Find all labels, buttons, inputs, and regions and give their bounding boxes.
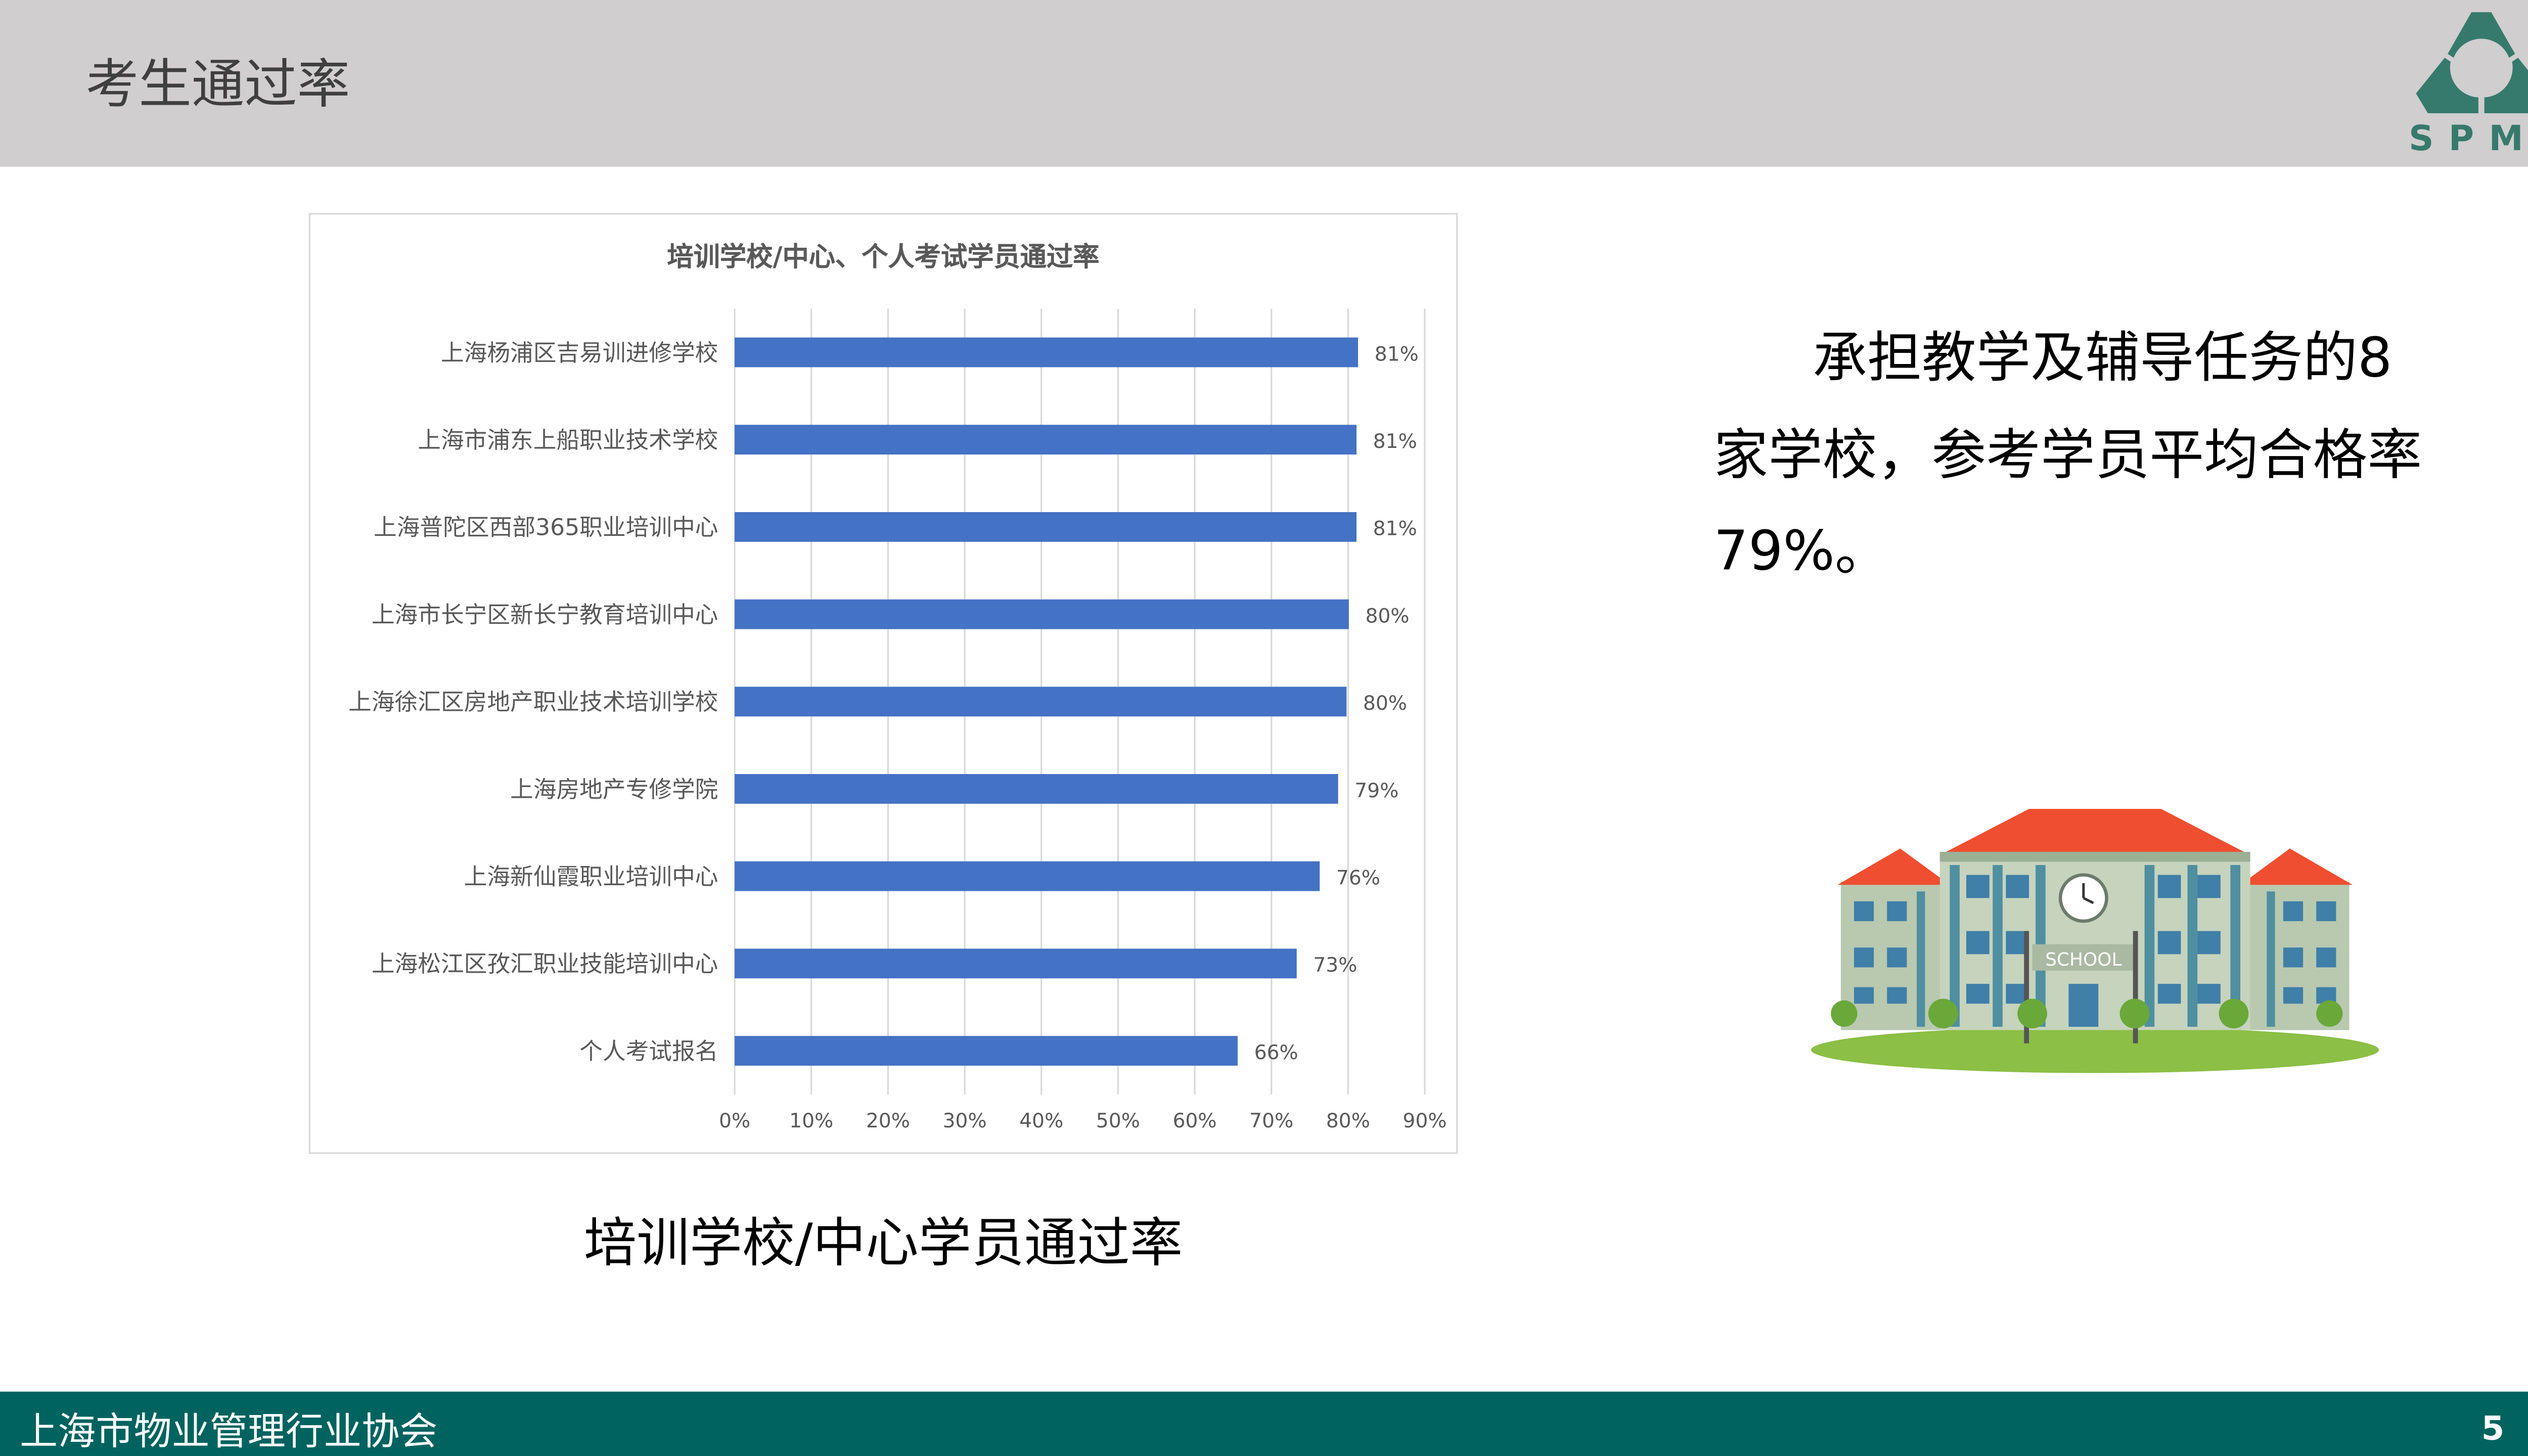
x-tick-label: 10% bbox=[789, 1110, 833, 1132]
x-tick-label: 80% bbox=[1326, 1110, 1370, 1132]
data-label: 81% bbox=[1373, 430, 1417, 453]
footer-bar: 上海市物业管理行业协会 5 bbox=[0, 1391, 2528, 1456]
category-label: 个人考试报名 bbox=[579, 1038, 718, 1065]
category-label: 上海市长宁区新长宁教育培训中心 bbox=[372, 601, 718, 628]
data-label: 80% bbox=[1363, 692, 1407, 715]
category-label: 上海普陀区西部365职业培训中心 bbox=[374, 514, 718, 541]
category-label: 上海杨浦区吉易训进修学校 bbox=[441, 339, 718, 366]
bar bbox=[735, 861, 1320, 891]
category-label: 上海松江区孜汇职业技能培训中心 bbox=[372, 950, 718, 977]
bar bbox=[735, 599, 1349, 629]
logo-text: SPM bbox=[2409, 119, 2528, 159]
category-label: 上海市浦东上船职业技术学校 bbox=[418, 427, 718, 453]
chart-title: 培训学校/中心、个人考试学员通过率 bbox=[667, 241, 1100, 272]
x-tick-label: 0% bbox=[719, 1110, 750, 1132]
category-label: 上海新仙霞职业培训中心 bbox=[464, 863, 718, 890]
page-number: 5 bbox=[2481, 1408, 2505, 1448]
data-label: 76% bbox=[1336, 867, 1380, 889]
bar bbox=[735, 948, 1297, 979]
chart-container: 培训学校/中心、个人考试学员通过率 0% 10% 20% 30% 40% 50% 60% 70… bbox=[308, 213, 1458, 1154]
x-tick-label: 70% bbox=[1249, 1110, 1293, 1132]
x-tick-label: 40% bbox=[1019, 1110, 1063, 1132]
x-tick-label: 20% bbox=[866, 1110, 910, 1132]
x-tick-label: 60% bbox=[1172, 1110, 1216, 1132]
page-title: 考生通过率 bbox=[85, 53, 350, 116]
bar bbox=[735, 1036, 1238, 1066]
bar bbox=[735, 425, 1357, 455]
summary-text: 承担教学及辅导任务的8 家学校，参考学员平均合格率 79%。 bbox=[1713, 310, 2440, 600]
category-label: 上海房地产专修学院 bbox=[510, 776, 718, 803]
bar bbox=[735, 512, 1357, 542]
category-label: 上海徐汇区房地产职业技术培训学校 bbox=[348, 689, 718, 715]
data-label: 66% bbox=[1254, 1041, 1298, 1064]
bar bbox=[735, 774, 1338, 804]
summary-line: 承担教学及辅导任务的8 bbox=[1813, 325, 2392, 390]
data-label: 73% bbox=[1313, 954, 1357, 977]
x-tick-label: 50% bbox=[1096, 1110, 1140, 1132]
bar-chart: 0% 10% 20% 30% 40% 50% 60% 70% 80% 90% 上海杨浦区吉易训进修学… bbox=[348, 308, 1447, 1132]
data-label: 80% bbox=[1365, 605, 1409, 627]
spm-logo: SPM ® bbox=[2402, 7, 2528, 162]
summary-line: 家学校，参考学员平均合格率 bbox=[1713, 422, 2422, 486]
organization-name: 上海市物业管理行业协会 bbox=[20, 1411, 438, 1454]
school-illustration: SCHOOL bbox=[1811, 808, 2379, 1073]
chart-caption: 培训学校/中心学员通过率 bbox=[583, 1211, 1183, 1275]
logo-triangle-icon bbox=[2416, 12, 2528, 113]
school-sign: SCHOOL bbox=[2045, 949, 2121, 970]
header-bar: 考生通过率 SPM ® bbox=[0, 0, 2528, 167]
data-label: 81% bbox=[1373, 518, 1417, 540]
x-tick-label: 90% bbox=[1403, 1110, 1447, 1132]
data-label: 79% bbox=[1355, 780, 1398, 802]
bar bbox=[735, 337, 1359, 368]
x-tick-label: 30% bbox=[942, 1110, 986, 1132]
data-label: 81% bbox=[1375, 343, 1419, 366]
summary-line: 79%。 bbox=[1713, 518, 1889, 583]
bar bbox=[735, 687, 1347, 717]
